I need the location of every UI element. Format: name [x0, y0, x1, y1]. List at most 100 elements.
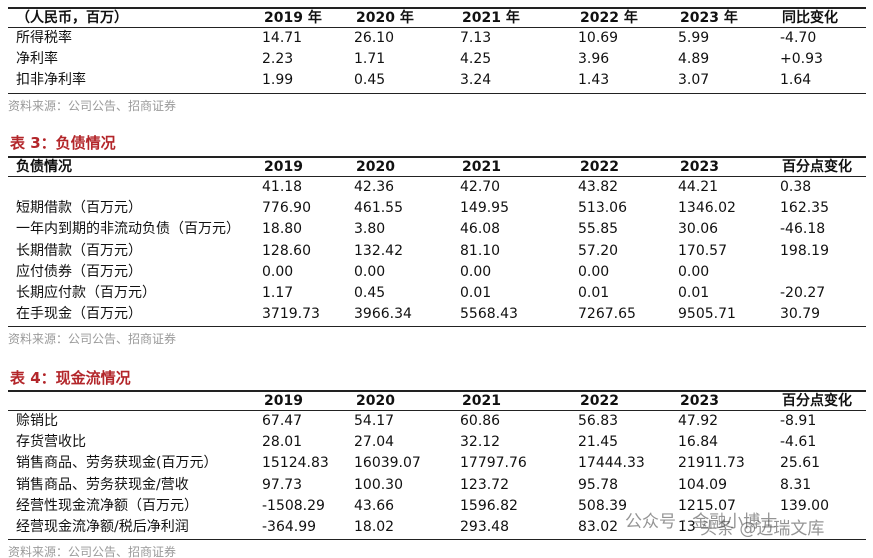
cell-value: 0.45 [354, 285, 386, 301]
cell-value: 139.00 [780, 497, 829, 514]
cell-value: -8.91 [780, 413, 817, 429]
cell-value: 15124.83 [262, 455, 329, 472]
cell-value: 18.02 [354, 519, 395, 535]
cell-value: 0.00 [262, 263, 294, 280]
table-rule [8, 156, 866, 158]
header-cell: 百分点变化 [782, 393, 852, 409]
cell-value: 7.13 [460, 30, 492, 46]
header-cell: 同比变化 [782, 10, 838, 26]
row-label: 经营现金流净额/税后净利润 [16, 519, 189, 535]
cell-value: 67.47 [262, 413, 303, 429]
cell-value: 3.80 [354, 221, 386, 238]
cell-value: 56.83 [578, 413, 619, 429]
row-label: 赊销比 [16, 413, 58, 429]
cell-value: 26.10 [354, 30, 395, 46]
table-rule [8, 326, 866, 328]
cell-value: 162.35 [780, 200, 829, 217]
cell-value: 0.01 [460, 285, 492, 301]
cell-value: 0.00 [578, 263, 610, 280]
cell-value: 132.42 [354, 242, 403, 259]
header-cell: 2022 [580, 159, 619, 175]
cell-value: -20.27 [780, 285, 826, 301]
row-label: 应付债券（百万元） [16, 263, 142, 280]
cell-value: 4.89 [678, 51, 710, 68]
header-cell: 2019 [264, 159, 303, 175]
header-cell: 2023 [680, 159, 719, 175]
cell-value: 44.21 [678, 179, 719, 195]
cell-value: 1.17 [262, 285, 294, 301]
row-label: 销售商品、劳务获现金/营收 [16, 476, 189, 493]
row-label: 销售商品、劳务获现金(百万元） [16, 455, 218, 472]
cell-value: 18.80 [262, 221, 303, 238]
cell-value: -4.70 [780, 30, 817, 46]
row-label: 经营性现金流净额（百万元） [16, 497, 198, 514]
table-title: 表 3：负债情况 [10, 134, 116, 152]
cell-value: 16039.07 [354, 455, 421, 472]
cell-value: 104.09 [678, 476, 727, 493]
cell-value: 1.99 [262, 72, 294, 89]
cell-value: 128.60 [262, 242, 311, 259]
cell-value: 27.04 [354, 434, 395, 451]
cell-value: 508.39 [578, 497, 627, 514]
cell-value: 7267.65 [578, 306, 636, 323]
cell-value: 32.12 [460, 434, 501, 451]
cell-value: -1508.29 [262, 497, 325, 514]
cell-value: -364.99 [262, 519, 317, 535]
cell-value: -46.18 [780, 221, 826, 238]
header-cell: 2021 [462, 393, 501, 409]
watermark: 公众号 · 金融小博士 [625, 512, 778, 532]
row-label: 一年内到期的非流动负债（百万元） [16, 221, 240, 238]
cell-value: 170.57 [678, 242, 727, 259]
cell-value: 30.06 [678, 221, 719, 238]
cell-value: +0.93 [780, 51, 823, 68]
cell-value: 57.20 [578, 242, 619, 259]
table-rule [8, 92, 866, 94]
table-rule [8, 390, 866, 392]
cell-value: 8.31 [780, 476, 812, 493]
source-note: 资料来源：公司公告、招商证券 [8, 332, 177, 347]
cell-value: 1.64 [780, 72, 812, 89]
cell-value: 3966.34 [354, 306, 412, 323]
row-label: 在手现金（百万元） [16, 306, 142, 323]
cell-value: 55.85 [578, 221, 619, 238]
cell-value: 54.17 [354, 413, 395, 429]
row-label: 所得税率 [16, 30, 72, 46]
watermark: 头条 @迈瑞文库 [700, 519, 825, 539]
cell-value: 28.01 [262, 434, 303, 451]
row-label: 短期借款（百万元） [16, 200, 142, 217]
table-title: 表 4：现金流情况 [10, 369, 131, 387]
cell-value: 1.43 [578, 72, 610, 89]
cell-value: 21.45 [578, 434, 619, 451]
cell-value: 21911.73 [678, 455, 745, 472]
row-label: 长期借款（百万元） [16, 242, 142, 259]
cell-value: 461.55 [354, 200, 403, 217]
cell-value: 16.84 [678, 434, 719, 451]
cell-value: 149.95 [460, 200, 509, 217]
cell-value: 1215.07 [678, 497, 736, 514]
header-cell: 负债情况 [16, 159, 72, 175]
cell-value: 3.96 [578, 51, 610, 68]
cell-value: 60.86 [460, 413, 501, 429]
table-rule [8, 176, 866, 177]
cell-value: 5.99 [678, 30, 710, 46]
cell-value: 25.61 [780, 455, 821, 472]
cell-value: 0.01 [578, 285, 610, 301]
header-cell: （人民币，百万） [16, 10, 128, 26]
cell-value: 10.69 [578, 30, 619, 46]
cell-value: 43.82 [578, 179, 619, 195]
header-cell: 2023 年 [680, 10, 738, 26]
source-note: 资料来源：公司公告、招商证券 [8, 545, 177, 558]
cell-value: 100.30 [354, 476, 403, 493]
table-rule [8, 539, 866, 541]
cell-value: 1.71 [354, 51, 386, 68]
cell-value: 83.02 [578, 519, 619, 535]
cell-value: 43.66 [354, 497, 395, 514]
header-cell: 2021 年 [462, 10, 520, 26]
cell-value: 95.78 [578, 476, 619, 493]
cell-value: 97.73 [262, 476, 303, 493]
cell-value: 776.90 [262, 200, 311, 217]
header-cell: 2022 年 [580, 10, 638, 26]
cell-value: 0.00 [354, 263, 386, 280]
cell-value: -4.61 [780, 434, 817, 451]
header-cell: 2020 [356, 159, 395, 175]
